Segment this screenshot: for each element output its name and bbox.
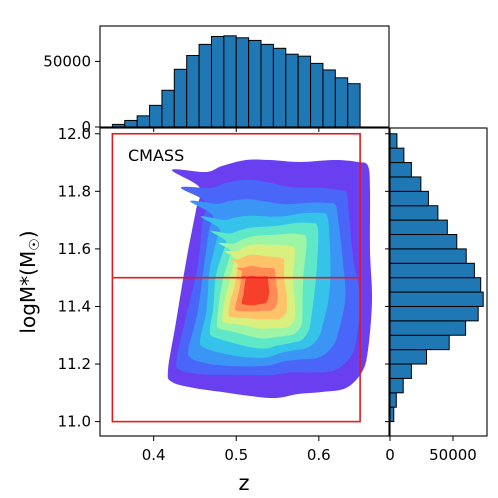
- main-x-axis: 0.4 0.5 0.6: [142, 436, 331, 464]
- contour-level-10: [241, 275, 270, 306]
- y-tick-label: 11.4: [58, 297, 91, 315]
- right-hist-bar: [389, 277, 482, 293]
- main-axes-frame: [99, 127, 390, 437]
- top-hist-bar: [310, 62, 324, 128]
- top-hist-bar: [173, 68, 188, 128]
- top-hist-bar: [322, 69, 336, 128]
- top-hist-bar: [334, 77, 349, 128]
- right-hist-bar: [389, 219, 448, 236]
- right-histogram-panel: 0 50000: [385, 127, 488, 464]
- y-axis-label-close: ): [16, 230, 40, 238]
- main-y-axis: 11.0 11.2 11.4 11.6 11.8 12.0: [58, 125, 100, 431]
- top-y-tick-label: 0: [81, 118, 91, 136]
- right-hist-bar: [389, 406, 395, 423]
- right-y-ticks: [385, 133, 390, 423]
- top-axes-frame: [99, 25, 390, 128]
- top-x-ticks: [153, 127, 320, 132]
- top-hist-bar: [347, 83, 361, 128]
- right-hist-bar: [389, 162, 412, 178]
- right-hist-bar: [389, 205, 439, 221]
- x-tick-label: 0.6: [307, 446, 331, 464]
- right-hist-bar: [389, 147, 405, 164]
- top-hist-bar: [223, 35, 237, 128]
- y-tick-label: 11.8: [58, 182, 91, 200]
- right-hist-bar: [389, 392, 397, 408]
- right-x-tick-label: 50000: [429, 446, 477, 464]
- top-hist-bar: [161, 89, 175, 128]
- right-hist-bar: [389, 305, 479, 322]
- top-hist-bar: [210, 35, 225, 128]
- top-histogram-panel: 0 50000: [43, 25, 390, 136]
- right-hist-bar: [389, 133, 398, 149]
- right-axes-frame: [389, 127, 488, 437]
- top-y-tick-label: 50000: [43, 52, 91, 70]
- top-hist-bar: [136, 115, 151, 128]
- y-axis-label-main: logM*(M: [16, 251, 40, 334]
- top-hist-bar: [285, 53, 299, 128]
- right-x-axis: 0 50000: [385, 436, 477, 464]
- y-tick-label: 11.6: [58, 240, 91, 258]
- right-hist-bar: [389, 176, 422, 192]
- y-axis-label: logM*(M☉): [16, 230, 43, 333]
- selection-box: [111, 132, 361, 423]
- right-hist-bar: [389, 334, 450, 351]
- right-hist-bar: [389, 349, 428, 365]
- right-x-tick-label: 0: [385, 446, 395, 464]
- y-tick-label: 12.0: [58, 125, 91, 143]
- right-hist-bar: [389, 248, 467, 264]
- top-hist-bar: [124, 119, 138, 128]
- right-hist-bar: [389, 190, 429, 207]
- top-y-axis: 0 50000: [43, 52, 100, 136]
- top-histogram-bars: [111, 35, 361, 128]
- right-hist-bar: [389, 291, 484, 307]
- right-hist-bar: [389, 363, 412, 379]
- y-axis-label-text: logM*(M☉): [16, 230, 43, 333]
- top-hist-bar: [149, 104, 163, 128]
- right-hist-bar: [389, 320, 467, 336]
- top-hist-bar: [248, 39, 262, 128]
- top-hist-bar: [235, 37, 250, 128]
- right-hist-bar: [389, 262, 475, 279]
- right-hist-bar: [389, 234, 458, 250]
- top-hist-bar: [186, 55, 200, 128]
- y-tick-label: 11.0: [58, 413, 91, 431]
- y-tick-label: 11.2: [58, 355, 91, 373]
- main-density-panel: 0.4 0.5 0.6 11.0 11.2 11.4 11.6 11.8 12.0 CMASS…: [16, 125, 390, 495]
- top-hist-bar: [297, 55, 312, 128]
- top-hist-bar: [272, 47, 287, 128]
- right-histogram-bars: [389, 133, 484, 423]
- right-hist-bar: [389, 377, 404, 394]
- top-hist-bar: [260, 43, 274, 128]
- x-tick-label: 0.4: [142, 446, 166, 464]
- y-axis-label-sub: ☉: [27, 238, 43, 251]
- x-tick-label: 0.5: [224, 446, 248, 464]
- sample-annotation: CMASS: [128, 146, 184, 165]
- top-hist-bar: [198, 43, 212, 128]
- density-contours: [167, 159, 373, 399]
- x-axis-label: z: [238, 471, 249, 495]
